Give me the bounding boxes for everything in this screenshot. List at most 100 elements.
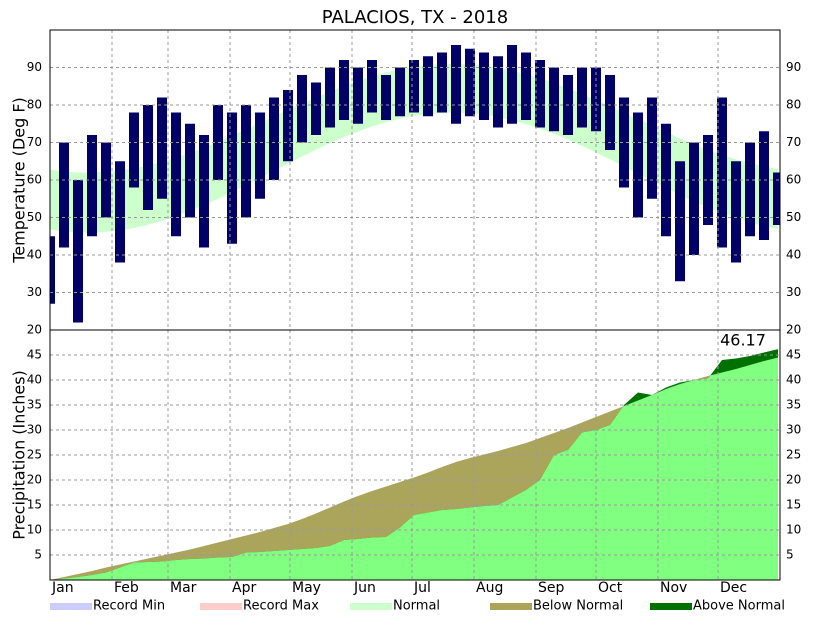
x-tick-label: Mar xyxy=(170,580,197,596)
temperature-bar xyxy=(423,56,433,117)
observed-group xyxy=(50,357,778,580)
x-tick-label: Sep xyxy=(538,580,565,596)
temperature-bar xyxy=(661,123,671,237)
temperature-bar xyxy=(703,135,713,225)
temperature-bar xyxy=(633,112,643,218)
temperature-bar xyxy=(549,67,559,132)
temperature-bar xyxy=(129,112,139,188)
temperature-bar xyxy=(451,45,461,124)
temperature-bar xyxy=(311,82,321,135)
temperature-bar xyxy=(325,67,335,128)
x-tick-label: Jun xyxy=(353,580,376,596)
observed-area xyxy=(50,357,778,580)
temperature-bar xyxy=(199,135,209,248)
y-tick-label-right: 25 xyxy=(786,448,801,462)
x-tick-label: Apr xyxy=(232,580,256,596)
y-tick-label-right: 50 xyxy=(786,210,801,224)
temperature-bar xyxy=(731,161,741,263)
temperature-bar xyxy=(619,97,629,188)
temperature-bar xyxy=(115,161,125,263)
plot-area xyxy=(50,45,780,323)
y-tick-label: 20 xyxy=(27,323,42,337)
y-tick-label-right: 30 xyxy=(786,285,801,299)
y-tick-label-right: 40 xyxy=(786,373,801,387)
temperature-bar xyxy=(241,105,251,218)
x-tick-label: Jul xyxy=(413,580,431,596)
y-tick-label: 20 xyxy=(27,473,42,487)
legend-swatch xyxy=(490,603,532,610)
temperature-bar xyxy=(647,97,657,199)
temperature-bar xyxy=(255,112,265,199)
temperature-bar xyxy=(437,52,447,113)
temperature-bar xyxy=(283,90,293,162)
temperature-bar xyxy=(73,180,83,323)
y-tick-label: 35 xyxy=(27,398,42,412)
y-tick-label: 90 xyxy=(27,60,42,74)
y-tick-label: 50 xyxy=(27,210,42,224)
legend-label: Above Normal xyxy=(693,599,785,614)
y-tick-label: 10 xyxy=(27,523,42,537)
y-tick-label-right: 70 xyxy=(786,135,801,149)
temperature-bar xyxy=(339,60,349,120)
temperature-bar xyxy=(353,67,363,124)
legend-swatch xyxy=(200,603,242,610)
temperature-bar xyxy=(395,67,405,117)
y-axis-label: Temperature (Deg F) xyxy=(10,97,29,264)
plot-area xyxy=(50,349,778,580)
y-tick-label-right: 90 xyxy=(786,60,801,74)
y-tick-label-right: 30 xyxy=(786,423,801,437)
temperature-bar xyxy=(143,105,153,210)
annotation: 46.17 xyxy=(720,331,766,350)
x-tick-label: Dec xyxy=(720,580,747,596)
temperature-bar xyxy=(465,48,475,117)
y-tick-label: 45 xyxy=(27,348,42,362)
temperature-bar xyxy=(535,60,545,128)
y-tick-label: 25 xyxy=(27,448,42,462)
temperature-bar xyxy=(367,60,377,113)
temperature-bar xyxy=(50,236,55,304)
y-tick-label: 15 xyxy=(27,498,42,512)
x-tick-label: Nov xyxy=(660,580,687,596)
temperature-bar xyxy=(185,123,195,218)
y-tick-label: 5 xyxy=(34,548,42,562)
legend-swatch xyxy=(650,603,692,610)
y-tick-label-right: 15 xyxy=(786,498,801,512)
y-tick-label: 40 xyxy=(27,248,42,262)
temperature-bar xyxy=(87,135,97,237)
temperature-bar xyxy=(269,97,279,180)
y-tick-label: 80 xyxy=(27,98,42,112)
y-tick-label: 40 xyxy=(27,373,42,387)
temperature-bar xyxy=(409,60,419,113)
legend-label: Below Normal xyxy=(533,599,623,614)
temperature-bar xyxy=(773,172,780,225)
y-tick-label-right: 20 xyxy=(786,323,801,337)
y-tick-label: 60 xyxy=(27,173,42,187)
y-tick-label-right: 10 xyxy=(786,523,801,537)
x-tick-label: Feb xyxy=(114,580,139,596)
temperature-bar xyxy=(493,56,503,128)
temperature-bar xyxy=(675,161,685,282)
temperature-bar xyxy=(605,75,615,150)
temperature-bar xyxy=(759,131,769,240)
temperature-bar xyxy=(171,112,181,237)
y-tick-label-right: 45 xyxy=(786,348,801,362)
y-tick-label-right: 40 xyxy=(786,248,801,262)
y-tick-label: 30 xyxy=(27,285,42,299)
temperature-bar xyxy=(507,45,517,124)
temperature-bar xyxy=(717,97,727,248)
temperature-bar xyxy=(59,142,69,248)
y-tick-label-right: 80 xyxy=(786,98,801,112)
temperature-bar xyxy=(591,67,601,132)
temperature-bar xyxy=(577,67,587,128)
y-tick-label-right: 5 xyxy=(786,548,794,562)
temperature-bar xyxy=(745,142,755,237)
temperature-bar xyxy=(381,75,391,120)
temperature-bar xyxy=(227,112,237,244)
y-tick-label: 70 xyxy=(27,135,42,149)
y-tick-label-right: 35 xyxy=(786,398,801,412)
x-tick-label: May xyxy=(292,580,321,596)
temperature-bar xyxy=(157,97,167,199)
x-tick-label: Aug xyxy=(476,580,503,596)
y-axis-label: Precipitation (Inches) xyxy=(10,370,29,540)
